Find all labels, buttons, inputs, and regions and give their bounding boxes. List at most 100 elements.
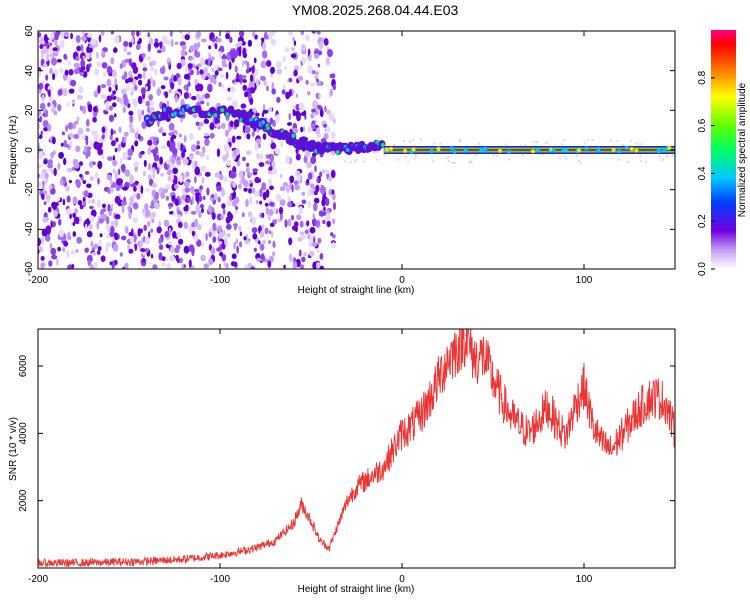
noise-blob [52,51,56,57]
trace-blob [245,111,253,120]
noise-blob [153,42,160,48]
noise-blob [73,134,79,139]
noise-blob [160,263,167,267]
noise-blob [172,231,177,239]
noise-blob [53,110,58,116]
noise-blob [242,156,246,162]
noise-blob [227,96,232,101]
noise-blob [191,226,196,231]
speckle [563,139,566,142]
speckle [617,158,620,161]
snr-point [301,503,303,505]
noise-blob [235,78,241,83]
speckle [578,159,580,162]
noise-blob [126,51,132,56]
noise-blob [64,69,69,76]
noise-blob [145,209,151,218]
colorbar-tick-label: 0.6 [697,118,708,132]
speckle [458,139,461,141]
noise-blob [181,44,187,50]
snr-point [328,547,330,549]
speckle [639,143,642,146]
speckle [666,154,669,157]
speckle [534,140,537,143]
noise-blob [114,147,118,153]
noise-blob [177,77,182,86]
trace-core [225,112,230,117]
noise-blob [313,53,320,59]
colorbar-ticks: 0.0 0.2 0.4 0.6 0.8 [697,70,715,276]
noise-blob [202,195,206,201]
noise-blob [230,86,236,93]
noise-blob [264,32,267,38]
noise-blob [243,187,248,192]
noise-blob [278,206,284,215]
noise-blob [68,69,74,76]
noise-blob [86,118,90,127]
noise-blob [194,160,198,169]
noise-blob [262,239,267,245]
noise-blob [112,102,117,108]
noise-blob [331,218,336,225]
speckle [414,154,417,157]
noise-blob [269,222,275,227]
noise-blob [223,229,226,237]
noise-blob [79,204,84,210]
top-y-axis-label: Frequency (Hz) [8,116,19,185]
noise-blob [169,245,175,253]
top-x-tick-label: 100 [576,275,593,286]
snr-point [574,405,576,407]
noise-blob [274,148,281,155]
noise-blob [158,237,162,245]
noise-blob [300,111,307,116]
noise-blob [202,146,206,154]
noise-blob [325,169,329,175]
noise-blob [96,221,100,230]
colorbar-label: Normalized spectral amplitude [737,82,748,217]
bottom-x-tick-label: 0 [399,574,405,585]
noise-blob [160,172,164,177]
noise-blob [106,66,113,74]
noise-blob [240,103,247,109]
noise-blob [265,160,270,165]
top-x-axis-label: Height of straight line (km) [298,285,415,296]
noise-blob [129,174,134,183]
noise-blob [97,177,100,185]
noise-blob [69,213,72,220]
noise-blob [96,199,101,208]
noise-blob [294,110,301,117]
top-x-tick-label: -200 [28,275,48,286]
noise-blob [332,234,336,239]
noise-blob [231,253,237,259]
noise-blob [91,130,98,136]
noise-blob [166,263,171,269]
noise-blob [62,198,66,206]
noise-blob [79,161,83,166]
noise-blob [150,253,154,259]
noise-blob [72,196,78,205]
speckle [627,161,630,163]
noise-blob [229,120,234,128]
noise-blob [314,74,318,80]
noise-blob [137,43,141,50]
noise-blob [262,255,266,261]
noise-blob [172,167,179,175]
noise-blob [140,228,143,234]
noise-blob [292,127,299,134]
noise-blob [169,163,175,168]
noise-blob [260,186,267,191]
noise-blob [284,47,290,52]
noise-blob [142,258,146,263]
noise-blob [262,133,267,140]
noise-blob [102,203,106,208]
noise-blob [128,122,133,130]
noise-blob [100,213,107,219]
noise-blob [254,176,260,184]
snr-point [437,378,439,381]
noise-blob [169,31,173,37]
noise-blob [39,173,46,179]
snr-point [592,426,594,428]
noise-blob [293,69,298,77]
noise-blob [119,97,124,104]
noise-blob [115,84,118,91]
